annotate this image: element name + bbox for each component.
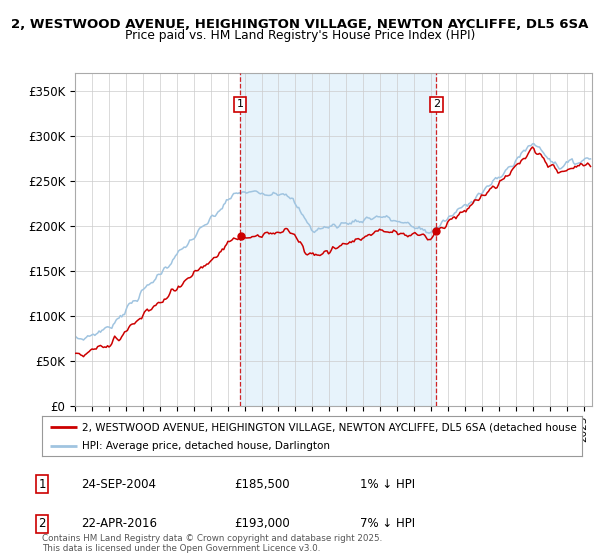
Text: 1: 1 [236,100,244,109]
Text: 1% ↓ HPI: 1% ↓ HPI [360,478,415,491]
Text: £185,500: £185,500 [234,478,290,491]
Text: £193,000: £193,000 [234,517,290,530]
Text: Price paid vs. HM Land Registry's House Price Index (HPI): Price paid vs. HM Land Registry's House … [125,29,475,42]
Bar [240,73,436,406]
Text: 2, WESTWOOD AVENUE, HEIGHINGTON VILLAGE, NEWTON AYCLIFFE, DL5 6SA: 2, WESTWOOD AVENUE, HEIGHINGTON VILLAGE,… [11,18,589,31]
Text: HPI: Average price, detached house, Darlington: HPI: Average price, detached house, Darl… [83,441,331,451]
Text: 2: 2 [38,517,46,530]
Text: Contains HM Land Registry data © Crown copyright and database right 2025.
This d: Contains HM Land Registry data © Crown c… [42,534,382,553]
Text: 7% ↓ HPI: 7% ↓ HPI [360,517,415,530]
Text: 24-SEP-2004: 24-SEP-2004 [81,478,156,491]
Text: 2: 2 [433,100,440,109]
Text: 22-APR-2016: 22-APR-2016 [81,517,157,530]
Text: 1: 1 [38,478,46,491]
Text: 2, WESTWOOD AVENUE, HEIGHINGTON VILLAGE, NEWTON AYCLIFFE, DL5 6SA (detached hous: 2, WESTWOOD AVENUE, HEIGHINGTON VILLAGE,… [83,422,577,432]
